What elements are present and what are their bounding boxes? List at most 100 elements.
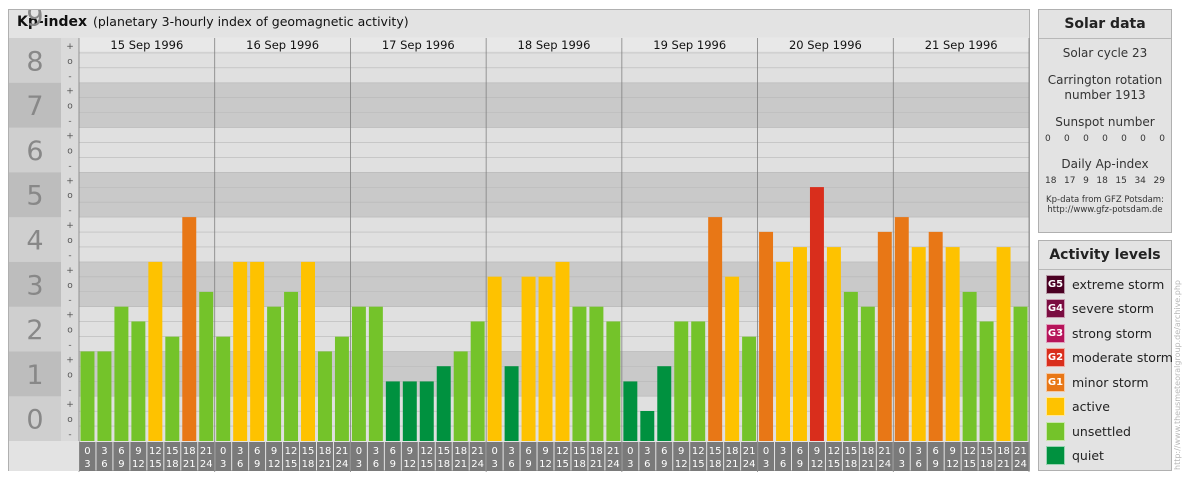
interval-start-label: 6 bbox=[390, 446, 396, 457]
kp-bar bbox=[793, 247, 807, 441]
kp-bar bbox=[1013, 306, 1028, 441]
kp-bar bbox=[267, 306, 282, 441]
interval-cell bbox=[690, 442, 707, 471]
bottom-left-blank bbox=[9, 441, 79, 471]
interval-end-label: 21 bbox=[319, 459, 332, 470]
kp-bar bbox=[928, 231, 943, 441]
sub-tick-label: - bbox=[68, 251, 71, 261]
carrington-line-1: Carrington rotation bbox=[1047, 73, 1163, 87]
sub-tick-label: - bbox=[68, 72, 71, 82]
interval-end-label: 15 bbox=[285, 459, 298, 470]
interval-end-label: 9 bbox=[390, 459, 396, 470]
interval-cell bbox=[1012, 442, 1029, 471]
sub-tick-label: - bbox=[68, 430, 71, 440]
interval-cell bbox=[944, 442, 961, 471]
interval-start-label: 6 bbox=[661, 446, 667, 457]
interval-end-label: 15 bbox=[420, 459, 433, 470]
interval-cell bbox=[808, 442, 825, 471]
ap-values: 18 17 9 18 15 34 29 bbox=[1039, 176, 1171, 186]
interval-start-label: 9 bbox=[407, 446, 413, 457]
kp-chart-panel: Kp-index (planetary 3-hourly index of geo… bbox=[8, 9, 1030, 472]
y-band-4 bbox=[9, 217, 61, 262]
interval-start-label: 18 bbox=[454, 446, 467, 457]
interval-end-label: 24 bbox=[471, 459, 484, 470]
level-swatch: G4 bbox=[1046, 299, 1065, 318]
interval-start-label: 9 bbox=[949, 446, 955, 457]
interval-end-label: 15 bbox=[692, 459, 705, 470]
level-label: moderate storm bbox=[1072, 350, 1173, 365]
level-item: G1 minor storm bbox=[1046, 372, 1149, 392]
sub-tick-label: + bbox=[66, 221, 74, 231]
interval-start-label: 18 bbox=[590, 446, 603, 457]
kp-bar bbox=[487, 276, 502, 441]
interval-end-label: 6 bbox=[508, 459, 514, 470]
kp-bar bbox=[368, 306, 383, 441]
y-band-7 bbox=[9, 82, 61, 128]
interval-cell bbox=[588, 442, 605, 471]
interval-start-label: 12 bbox=[692, 446, 705, 457]
interval-start-label: 0 bbox=[84, 446, 90, 457]
sub-tick-label: o bbox=[67, 370, 73, 380]
interval-end-label: 6 bbox=[101, 459, 107, 470]
kp-bar bbox=[776, 261, 790, 441]
interval-start-label: 15 bbox=[980, 446, 993, 457]
level-item: G5 extreme storm bbox=[1046, 274, 1164, 294]
interval-start-label: 0 bbox=[763, 446, 769, 457]
kp-bar bbox=[572, 306, 587, 441]
interval-start-label: 9 bbox=[271, 446, 277, 457]
y-tick-label: 8 bbox=[26, 46, 43, 77]
levels-title: Activity levels bbox=[1039, 241, 1171, 270]
source-line-2: http://www.gfz-potsdam.de bbox=[1047, 205, 1163, 215]
kp-bar bbox=[894, 217, 909, 441]
sub-tick-label: - bbox=[68, 117, 71, 127]
level-swatch bbox=[1046, 446, 1065, 465]
sub-tick-label: - bbox=[68, 385, 71, 395]
kp-bar bbox=[80, 351, 95, 441]
y-tick-label: 5 bbox=[26, 181, 43, 212]
kp-bar bbox=[199, 291, 214, 441]
kp-bar bbox=[606, 321, 621, 441]
interval-cell bbox=[367, 442, 384, 471]
interval-start-label: 6 bbox=[254, 446, 260, 457]
level-item: quiet bbox=[1046, 446, 1104, 466]
source-watermark: http://www.theusmeteoralgroup.de/archive… bbox=[1173, 280, 1182, 470]
interval-cell bbox=[113, 442, 130, 471]
interval-cell bbox=[333, 442, 350, 471]
interval-end-label: 24 bbox=[743, 459, 756, 470]
kp-bar bbox=[216, 336, 231, 441]
interval-start-label: 6 bbox=[933, 446, 939, 457]
chart-subtitle: (planetary 3-hourly index of geomagnetic… bbox=[93, 14, 409, 29]
interval-end-label: 15 bbox=[149, 459, 162, 470]
interval-start-label: 15 bbox=[573, 446, 586, 457]
sub-tick-label: + bbox=[66, 400, 74, 410]
interval-end-label: 24 bbox=[200, 459, 213, 470]
interval-end-label: 6 bbox=[644, 459, 650, 470]
interval-cell bbox=[164, 442, 181, 471]
day-label: 17 Sep 1996 bbox=[382, 38, 455, 52]
interval-cell bbox=[198, 442, 215, 471]
y-tick-label: 6 bbox=[26, 136, 43, 167]
interval-cell bbox=[775, 442, 791, 471]
y-band-3 bbox=[9, 261, 61, 307]
ap-value: 17 bbox=[1064, 176, 1076, 186]
level-item: G4 severe storm bbox=[1046, 299, 1154, 319]
interval-cell bbox=[215, 442, 232, 471]
kp-bar bbox=[538, 276, 553, 441]
interval-end-label: 12 bbox=[811, 459, 824, 470]
interval-cell bbox=[927, 442, 944, 471]
interval-start-label: 12 bbox=[420, 446, 433, 457]
interval-start-label: 12 bbox=[149, 446, 162, 457]
ap-value: 29 bbox=[1153, 176, 1165, 186]
interval-end-label: 24 bbox=[878, 459, 891, 470]
interval-cell bbox=[283, 442, 300, 471]
interval-start-label: 15 bbox=[845, 446, 858, 457]
interval-cell bbox=[792, 442, 808, 471]
kp-bar bbox=[521, 276, 536, 441]
interval-cell bbox=[537, 442, 554, 471]
interval-end-label: 9 bbox=[254, 459, 260, 470]
level-swatch bbox=[1046, 421, 1065, 441]
day-label: 21 Sep 1996 bbox=[925, 38, 998, 52]
kp-bar bbox=[860, 306, 875, 441]
interval-end-label: 6 bbox=[780, 459, 786, 470]
sunspot-value: 0 bbox=[1121, 134, 1127, 144]
